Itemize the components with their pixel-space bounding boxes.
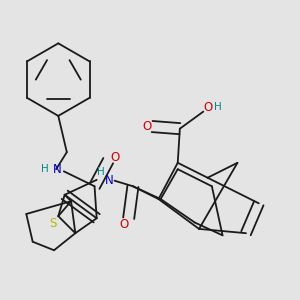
- Text: H: H: [41, 164, 49, 174]
- Text: O: O: [119, 218, 128, 231]
- Text: H: H: [97, 167, 105, 177]
- Text: N: N: [53, 163, 62, 176]
- Text: O: O: [110, 151, 119, 164]
- Text: O: O: [142, 120, 151, 133]
- Text: S: S: [50, 217, 57, 230]
- Text: H: H: [214, 102, 221, 112]
- Text: O: O: [203, 101, 212, 114]
- Text: N: N: [105, 174, 114, 187]
